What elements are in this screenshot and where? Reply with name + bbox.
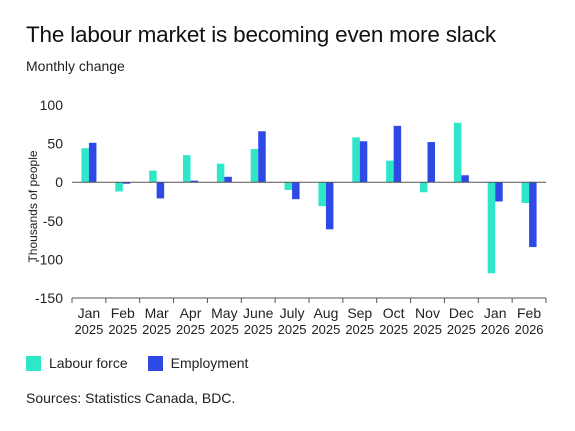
bar-employment [292,182,300,200]
x-tick-label-year: 2026 [515,322,544,337]
x-tick-label-year: 2025 [108,322,137,337]
legend-label-labour-force: Labour force [49,355,128,371]
bar-employment [495,182,503,202]
x-tick-label-year: 2025 [278,322,307,337]
bar-labour-force [487,182,496,274]
legend-swatch-employment [147,355,163,371]
bar-labour-force [81,148,89,183]
bar-employment [461,175,469,183]
x-tick-label-year: 2025 [74,322,103,337]
x-tick-label-year: 2025 [345,322,374,337]
y-tick-label: -100 [35,251,63,267]
legend-item-employment: Employment [147,355,249,371]
bar-employment [258,131,266,183]
x-tick-label-month: Aug [313,305,338,321]
x-tick-label-year: 2025 [413,322,442,337]
chart-subtitle: Monthly change [26,58,125,74]
x-tick-label-month: Mar [145,305,169,321]
bar-labour-force [386,160,394,183]
y-axis-title: Thousands of people [26,150,40,262]
bar-labour-force [521,182,530,204]
bar-labour-force [183,155,191,183]
x-tick-label-month: June [243,305,274,321]
legend-swatch-labour-force [26,355,41,371]
bar-employment [359,141,368,183]
x-tick-label-month: Jan [78,305,101,321]
x-tick-label-month: Sep [347,305,372,321]
x-tick-label-month: Apr [180,305,202,321]
bar-employment [393,125,402,183]
bar-employment [529,182,537,248]
y-tick-label: 0 [55,174,63,190]
chart-title: The labour market is becoming even more … [26,22,496,47]
legend: Labour force Employment [26,355,268,371]
x-tick-label-year: 2026 [481,322,510,337]
x-tick-label-year: 2025 [311,322,340,337]
x-tick-label-year: 2025 [176,322,205,337]
bar-labour-force [420,182,428,193]
x-tick-label-month: Feb [111,305,135,321]
y-tick-label: 100 [40,97,64,113]
bar-labour-force [216,163,225,183]
bar-labour-force [115,182,123,192]
x-tick-label-month: Oct [383,305,405,321]
legend-item-labour-force: Labour force [26,355,128,371]
x-tick-label-year: 2025 [379,322,408,337]
y-tick-label: 50 [47,136,63,152]
y-tick-label: -150 [35,290,63,306]
x-tick-label-month: Dec [449,305,474,321]
bar-employment [156,182,165,199]
source-note: Sources: Statistics Canada, BDC. [26,390,236,406]
x-tick-label-year: 2025 [244,322,273,337]
x-tick-label-year: 2025 [142,322,171,337]
bar-employment [224,176,232,183]
bar-labour-force [149,170,157,183]
y-tick-label: -50 [43,213,63,229]
x-tick-label-year: 2025 [210,322,239,337]
bar-labour-force [284,182,293,190]
x-tick-label-month: Nov [415,305,440,321]
x-tick-label-month: May [211,305,237,321]
x-tick-label-month: Jan [484,305,507,321]
bar-employment [427,142,435,183]
bar-employment [325,182,334,230]
bar-labour-force [352,137,360,183]
bar-employment [88,142,97,183]
legend-label-employment: Employment [170,355,249,371]
x-tick-label-month: Feb [517,305,541,321]
bar-employment [122,182,131,184]
bar-labour-force [318,182,326,207]
bar-labour-force [453,122,462,183]
bar-employment [190,180,198,183]
bar-labour-force [250,149,259,183]
x-tick-label-year: 2025 [447,322,476,337]
x-tick-label-month: July [280,305,305,321]
